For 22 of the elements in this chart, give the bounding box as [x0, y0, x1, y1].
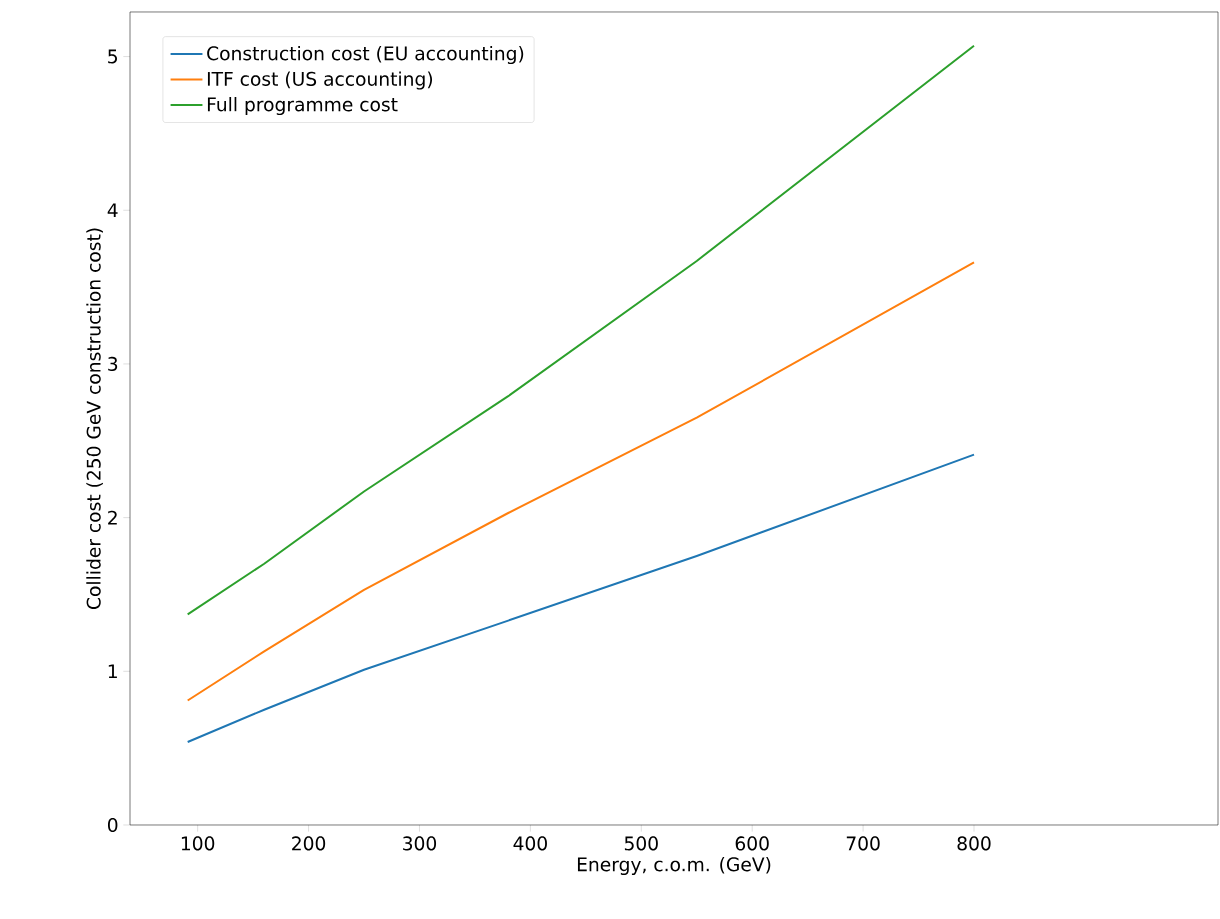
- y-tick-label: 0: [107, 817, 118, 833]
- x-tick-label: 800: [957, 836, 991, 851]
- x-tick-label: 200: [292, 836, 326, 851]
- y-tick-label: 2: [108, 510, 117, 525]
- x-tick-label: 400: [513, 836, 547, 851]
- y-tick-label: 3: [108, 356, 118, 371]
- x-tick-label: 500: [624, 836, 658, 851]
- line-series: [186, 261, 976, 702]
- y-tick-label: 1: [108, 664, 117, 679]
- y-tick-label: 4: [107, 203, 118, 218]
- x-tick-label: 100: [181, 836, 215, 851]
- line-series: [186, 453, 976, 743]
- legend-label: Full programme cost: [207, 97, 398, 116]
- y-axis-title: Collider cost (250 GeV construction cost): [86, 228, 103, 610]
- x-tick-label: 600: [735, 836, 769, 851]
- x-tick-label: 300: [403, 836, 437, 851]
- y-tick-label: 5: [108, 49, 117, 64]
- line-series: [186, 44, 976, 616]
- x-tick-label: 700: [846, 836, 880, 851]
- legend-label: Construction cost (EU accounting): [207, 45, 524, 65]
- x-axis-title: Energy, c.o.m. (GeV): [577, 856, 771, 876]
- legend-label: ITF cost (US accounting): [207, 71, 433, 90]
